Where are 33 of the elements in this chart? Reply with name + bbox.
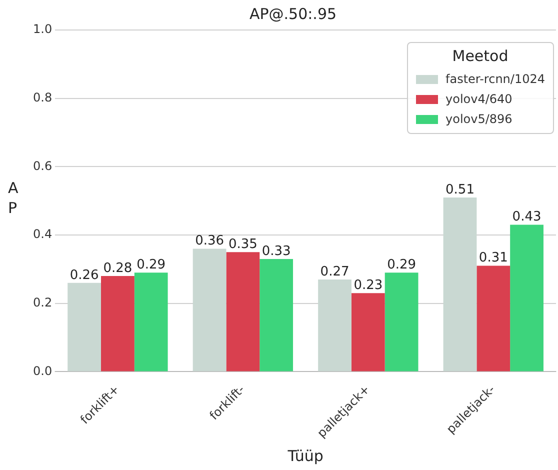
bar bbox=[101, 276, 134, 372]
bar bbox=[476, 266, 510, 372]
data-label: 0.29 bbox=[136, 258, 166, 272]
x-axis-title: Tüüp bbox=[286, 446, 324, 465]
data-label: 0.51 bbox=[446, 182, 474, 198]
y-tick-label: 0.4 bbox=[32, 227, 52, 242]
y-tick-label: 1.0 bbox=[32, 22, 52, 36]
data-label: 0.43 bbox=[512, 210, 542, 225]
data-label: 0.29 bbox=[387, 258, 416, 272]
legend-label: yolov4/640 bbox=[446, 91, 512, 108]
data-label: 0.31 bbox=[478, 250, 508, 266]
data-label: 0.33 bbox=[262, 244, 291, 259]
data-label: 0.27 bbox=[320, 264, 350, 280]
bar bbox=[260, 258, 294, 372]
chart-title: AP@.50:.95 bbox=[249, 4, 337, 23]
data-label: 0.28 bbox=[103, 260, 132, 276]
data-label: 0.26 bbox=[70, 268, 99, 283]
bar bbox=[510, 224, 544, 372]
data-label: 0.35 bbox=[228, 236, 258, 252]
bar bbox=[134, 272, 168, 372]
bar bbox=[226, 252, 260, 372]
legend-label: faster-rcnn/1024 bbox=[446, 71, 545, 88]
data-label: 0.36 bbox=[195, 234, 224, 249]
y-tick-label: 0.8 bbox=[32, 90, 52, 104]
bar bbox=[351, 293, 385, 372]
y-tick-label: 0.0 bbox=[32, 364, 52, 378]
y-tick-label: 0.2 bbox=[32, 296, 52, 310]
bar bbox=[384, 272, 418, 372]
legend-title: Meetod bbox=[451, 47, 510, 65]
legend-label: yolov5/896 bbox=[446, 111, 512, 128]
data-label: 0.23 bbox=[354, 278, 383, 293]
y-axis-title: AP bbox=[8, 178, 20, 218]
y-tick-label: 0.6 bbox=[32, 158, 52, 173]
